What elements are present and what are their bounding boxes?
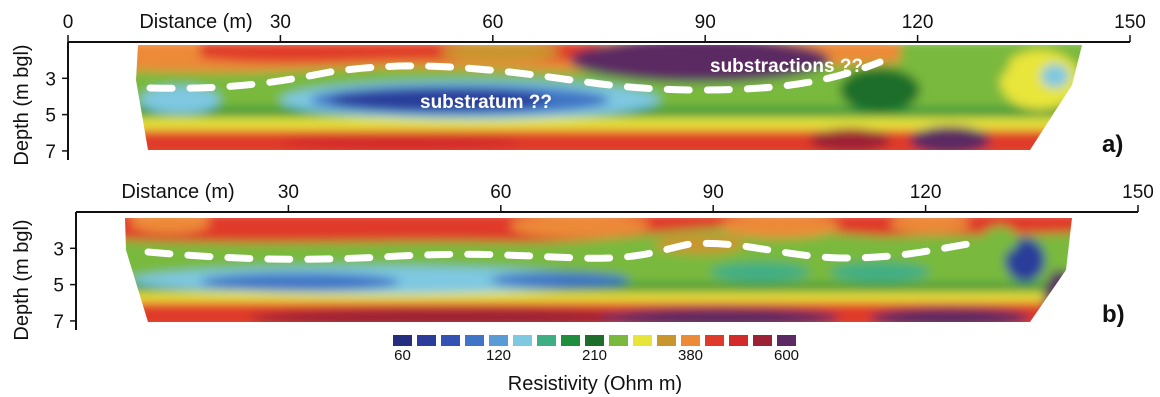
y-tick-label-a-5: 5 <box>45 106 56 127</box>
panel-a: substratum ?? substractions ?? a) Distan… <box>11 11 1146 166</box>
x-tick-label-b-30: 30 <box>278 182 299 203</box>
y-tick-label-b-3: 3 <box>53 239 64 260</box>
colorbar-swatch <box>417 335 436 346</box>
colorbar-swatch <box>441 335 460 346</box>
colorbar-swatch <box>609 335 628 346</box>
y-axis-title-a: Depth (m bgl) <box>11 44 33 165</box>
colorbar-swatch <box>729 335 748 346</box>
x-tick-label-b-90: 90 <box>703 182 724 203</box>
x-axis-title-a: Distance (m) <box>139 11 252 33</box>
colorbar-swatch <box>657 335 676 346</box>
resistivity-section-a <box>136 45 1082 150</box>
axes-a: Distance (m) Depth (m bgl) 0 30 60 90 120 150… <box>11 11 1146 166</box>
colorbar-swatch <box>465 335 484 346</box>
panel-b: b) Distance (m) Depth (m bgl) 30 60 90 120 1… <box>11 181 1154 341</box>
colorbar-swatch <box>489 335 508 346</box>
annotation-substractions: substractions ?? <box>710 56 863 77</box>
x-tick-label-b-60: 60 <box>490 182 511 203</box>
y-tick-label-a-3: 3 <box>45 69 56 90</box>
x-tick-label-a-60: 60 <box>482 12 503 33</box>
axes-b: Distance (m) Depth (m bgl) 30 60 90 120 150 3… <box>11 181 1154 341</box>
colorbar-swatch <box>753 335 772 346</box>
y-tick-label-b-5: 5 <box>53 276 64 297</box>
colorbar-swatch <box>585 335 604 346</box>
colorbar-swatch <box>561 335 580 346</box>
interface-line-b <box>144 238 984 263</box>
colorbar-swatch <box>393 335 412 346</box>
colorbar: Resistivity (Ohm m) 60 120 210 380 600 <box>393 335 799 395</box>
x-tick-label-b-150: 150 <box>1122 182 1154 203</box>
x-tick-label-a-150: 150 <box>1114 12 1146 33</box>
panel-label-a: a) <box>1102 131 1123 158</box>
panel-label-b: b) <box>1102 301 1125 328</box>
x-tick-label-a-30: 30 <box>270 12 291 33</box>
annotation-substratum: substratum ?? <box>420 92 552 113</box>
x-tick-label-a-0: 0 <box>63 12 74 33</box>
y-tick-label-a-7: 7 <box>45 142 56 163</box>
colorbar-title: Resistivity (Ohm m) <box>508 373 682 395</box>
colorbar-swatch <box>633 335 652 346</box>
resistivity-section-b <box>125 218 1072 322</box>
colorbar-tick-label: 600 <box>774 347 799 364</box>
interface-line-a <box>146 58 884 94</box>
colorbar-tick-label: 380 <box>678 347 703 364</box>
x-tick-label-a-90: 90 <box>695 12 716 33</box>
y-axis-title-b: Depth (m bgl) <box>11 219 33 340</box>
colorbar-swatch <box>705 335 724 346</box>
colorbar-swatch <box>777 335 796 346</box>
colorbar-tick-label: 210 <box>582 347 607 364</box>
colorbar-swatch <box>681 335 700 346</box>
x-tick-label-a-120: 120 <box>902 12 934 33</box>
colorbar-tick-label: 60 <box>394 347 411 364</box>
y-tick-label-b-7: 7 <box>53 312 64 333</box>
x-axis-title-b: Distance (m) <box>121 181 234 203</box>
x-tick-label-b-120: 120 <box>910 182 942 203</box>
colorbar-tick-label: 120 <box>486 347 511 364</box>
colorbar-swatch <box>513 335 532 346</box>
colorbar-swatch <box>537 335 556 346</box>
